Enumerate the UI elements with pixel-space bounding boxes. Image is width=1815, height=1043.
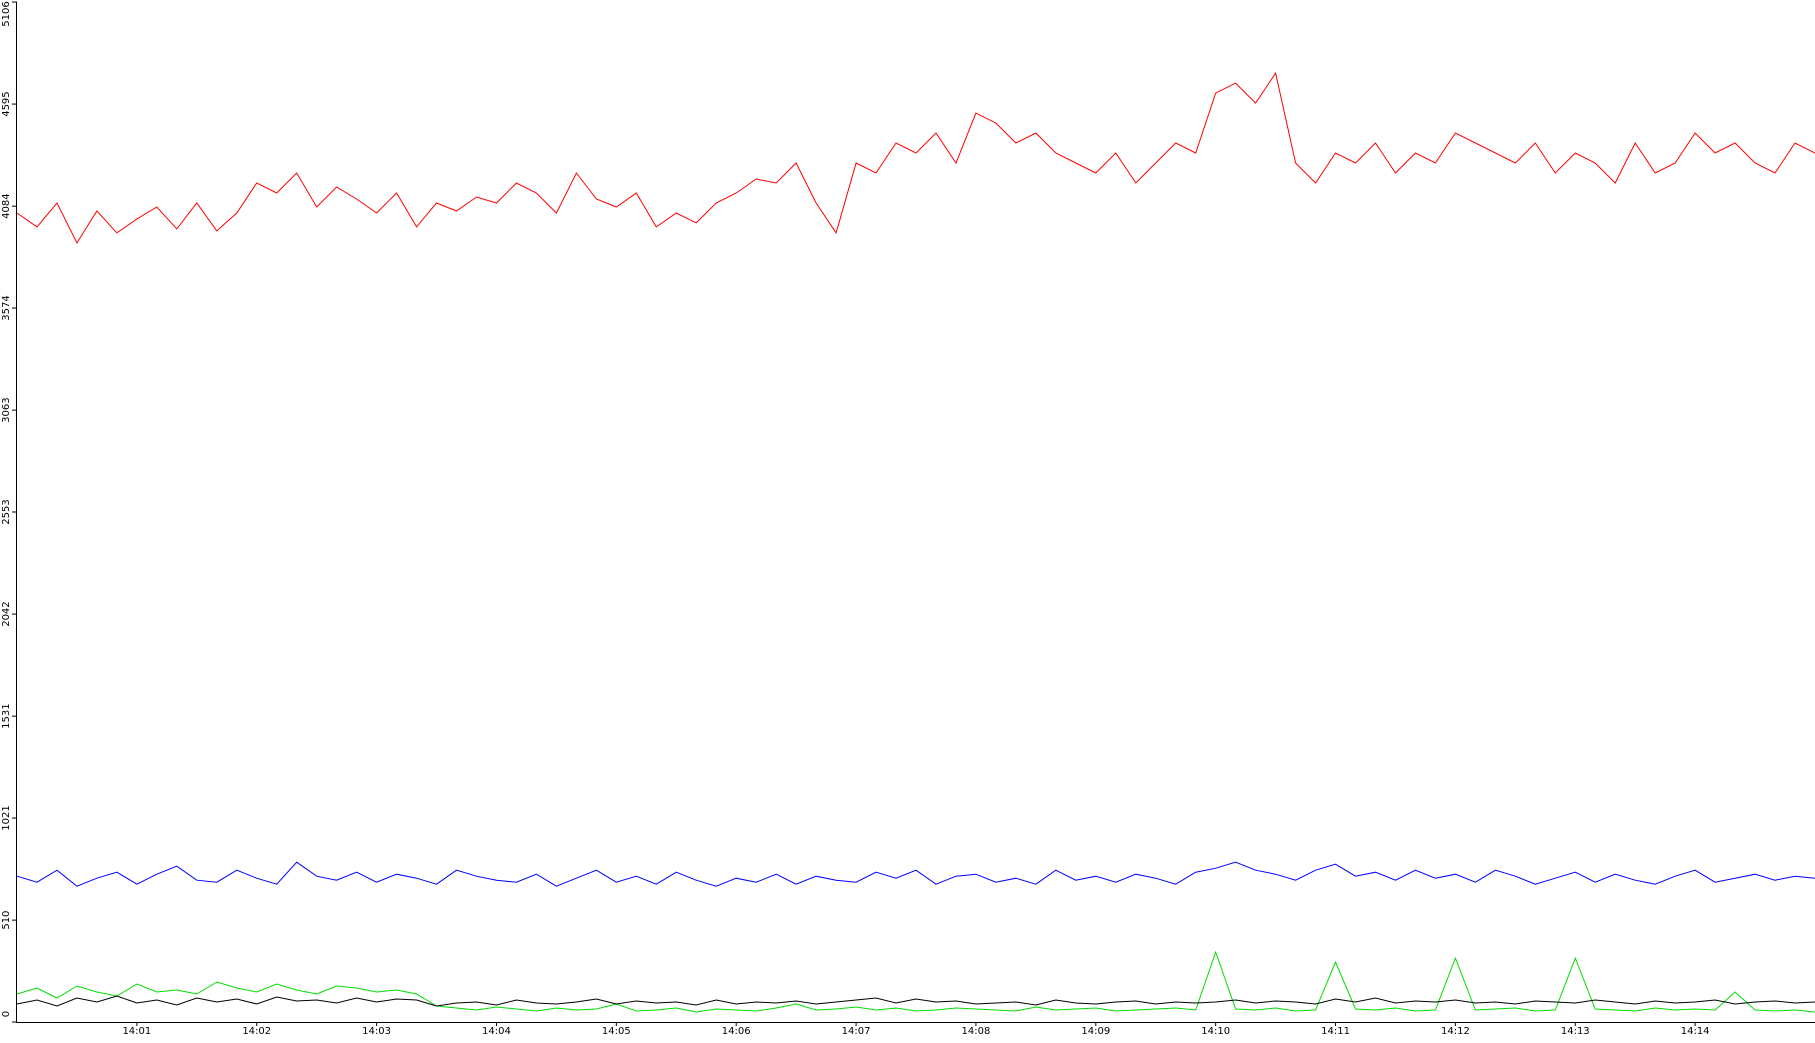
- y-tick-label: 1021: [1, 805, 12, 830]
- x-tick-label: 14:07: [842, 1026, 871, 1037]
- y-tick-label: 3574: [1, 295, 12, 320]
- x-tick-label: 14:09: [1081, 1026, 1110, 1037]
- y-tick-label: 510: [1, 911, 12, 930]
- y-tick-label: 4595: [1, 91, 12, 116]
- y-tick-label: 0: [1, 1011, 12, 1017]
- x-tick-label: 14:01: [122, 1026, 151, 1037]
- x-tick-label: 14:05: [602, 1026, 631, 1037]
- x-tick-label: 14:02: [242, 1026, 271, 1037]
- x-tick-label: 14:06: [722, 1026, 751, 1037]
- series-line: [16, 950, 1815, 1013]
- y-tick-label: 5106: [1, 1, 12, 26]
- series-line: [16, 71, 1815, 244]
- x-tick-label: 14:12: [1441, 1026, 1470, 1037]
- series-line: [16, 995, 1815, 1007]
- x-tick-label: 14:03: [362, 1026, 391, 1037]
- x-tick-label: 14:10: [1201, 1026, 1230, 1037]
- x-tick-label: 14:08: [962, 1026, 991, 1037]
- x-tick-label: 14:13: [1561, 1026, 1590, 1037]
- series-line: [16, 861, 1815, 887]
- y-tick-label: 4084: [1, 193, 12, 218]
- x-tick-label: 14:11: [1321, 1026, 1350, 1037]
- y-tick-label: 2042: [1, 601, 12, 626]
- y-tick-label: 2553: [1, 499, 12, 524]
- x-tick-label: 14:14: [1681, 1026, 1710, 1037]
- y-tick-label: 3063: [1, 397, 12, 422]
- x-tick-label: 14:04: [482, 1026, 511, 1037]
- y-tick-label: 1531: [1, 703, 12, 728]
